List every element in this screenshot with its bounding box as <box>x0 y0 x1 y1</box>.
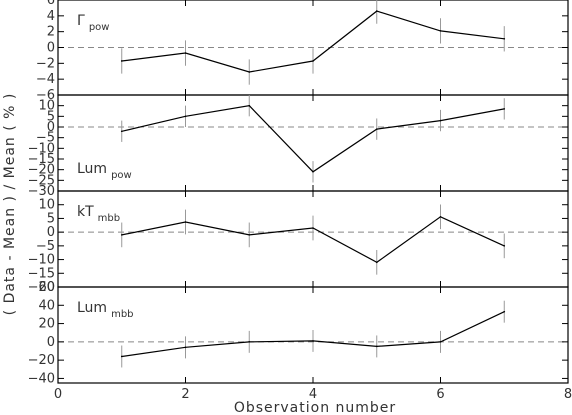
x-axis-ticks: 0 2 4 6 8 <box>54 387 572 402</box>
data-point <box>248 71 251 73</box>
y-axis-label: ( Data - Mean ) / Mean ( % ) <box>2 93 18 316</box>
y-tick-label: −10 <box>28 253 55 268</box>
y-tick-label: 6 <box>47 0 55 8</box>
y-tick-label: 10 <box>38 198 55 213</box>
y-tick-label: 0 <box>47 120 55 135</box>
data-point <box>120 60 123 62</box>
data-point <box>184 221 187 223</box>
panel-4: −40 −20 0 20 40 60 Lum mbb <box>28 280 569 386</box>
panel-label-main: Lum <box>77 161 107 177</box>
y-tick-label: 5 <box>47 109 55 124</box>
data-point <box>503 108 506 110</box>
data-point <box>375 128 378 130</box>
data-point <box>312 171 314 173</box>
x-axis-label: Observation number <box>234 400 396 415</box>
data-point <box>312 227 314 229</box>
data-point <box>312 340 314 342</box>
panel-label-main: Γ <box>77 13 85 29</box>
data-point <box>439 30 442 32</box>
y-tick-label: 4 <box>47 9 55 24</box>
x-tick-label: 2 <box>181 387 189 402</box>
data-point <box>120 130 123 133</box>
data-point <box>375 345 378 348</box>
data-point <box>120 355 123 358</box>
y-tick-label: −20 <box>28 163 55 178</box>
y-tick-label: 5 <box>47 211 55 226</box>
data-point <box>503 245 506 247</box>
panel-label-subscript: pow <box>111 170 132 181</box>
y-tick-label: −5 <box>36 239 55 254</box>
data-point <box>184 52 187 54</box>
data-point <box>439 119 442 122</box>
data-point <box>184 346 187 349</box>
y-tick-label: 60 <box>38 280 55 295</box>
data-point <box>503 310 506 313</box>
data-point <box>120 234 123 236</box>
panel-label: Lum mbb <box>77 300 134 320</box>
y-tick-label: −30 <box>28 184 55 199</box>
data-point <box>248 104 251 107</box>
data-point <box>375 261 378 264</box>
y-tick-label: 0 <box>47 41 55 56</box>
panel-label-subscript: mbb <box>111 309 133 320</box>
y-tick-label: −20 <box>28 280 55 295</box>
panel-label-subscript: pow <box>89 22 110 33</box>
data-point <box>312 60 314 62</box>
y-tick-label: −2 <box>36 56 55 71</box>
y-tick-label: −5 <box>36 131 55 146</box>
y-tick-label: −6 <box>36 88 55 103</box>
x-tick-label: 6 <box>436 387 444 402</box>
panel-label: Lum pow <box>77 161 132 181</box>
y-tick-label: −40 <box>28 371 55 386</box>
panel-label: kT mbb <box>77 204 120 224</box>
data-point <box>248 341 251 343</box>
y-tick-label: −15 <box>28 152 55 167</box>
data-point <box>439 341 442 343</box>
y-tick-label: −25 <box>28 173 55 188</box>
x-tick-label: 0 <box>54 387 62 402</box>
panel-label-subscript: mbb <box>98 213 120 224</box>
panel-label-main: kT <box>77 204 94 220</box>
data-point <box>375 10 378 12</box>
y-tick-label: 0 <box>47 225 55 240</box>
y-tick-label: 10 <box>38 99 55 114</box>
data-point <box>248 234 251 236</box>
data-point <box>503 37 506 40</box>
data-point <box>439 215 442 218</box>
y-tick-label: −15 <box>28 266 55 281</box>
panel-label-main: Lum <box>77 300 107 316</box>
x-tick-label: 8 <box>564 387 572 402</box>
y-tick-label: 40 <box>38 298 55 313</box>
y-tick-label: −10 <box>28 141 55 156</box>
x-tick-label: 4 <box>309 387 317 402</box>
y-tick-label: 2 <box>47 25 55 40</box>
y-tick-label: −4 <box>36 72 55 87</box>
y-tick-label: 20 <box>38 317 55 332</box>
y-tick-label: −20 <box>28 353 55 368</box>
data-point <box>184 115 187 118</box>
y-tick-label: 0 <box>47 335 55 350</box>
